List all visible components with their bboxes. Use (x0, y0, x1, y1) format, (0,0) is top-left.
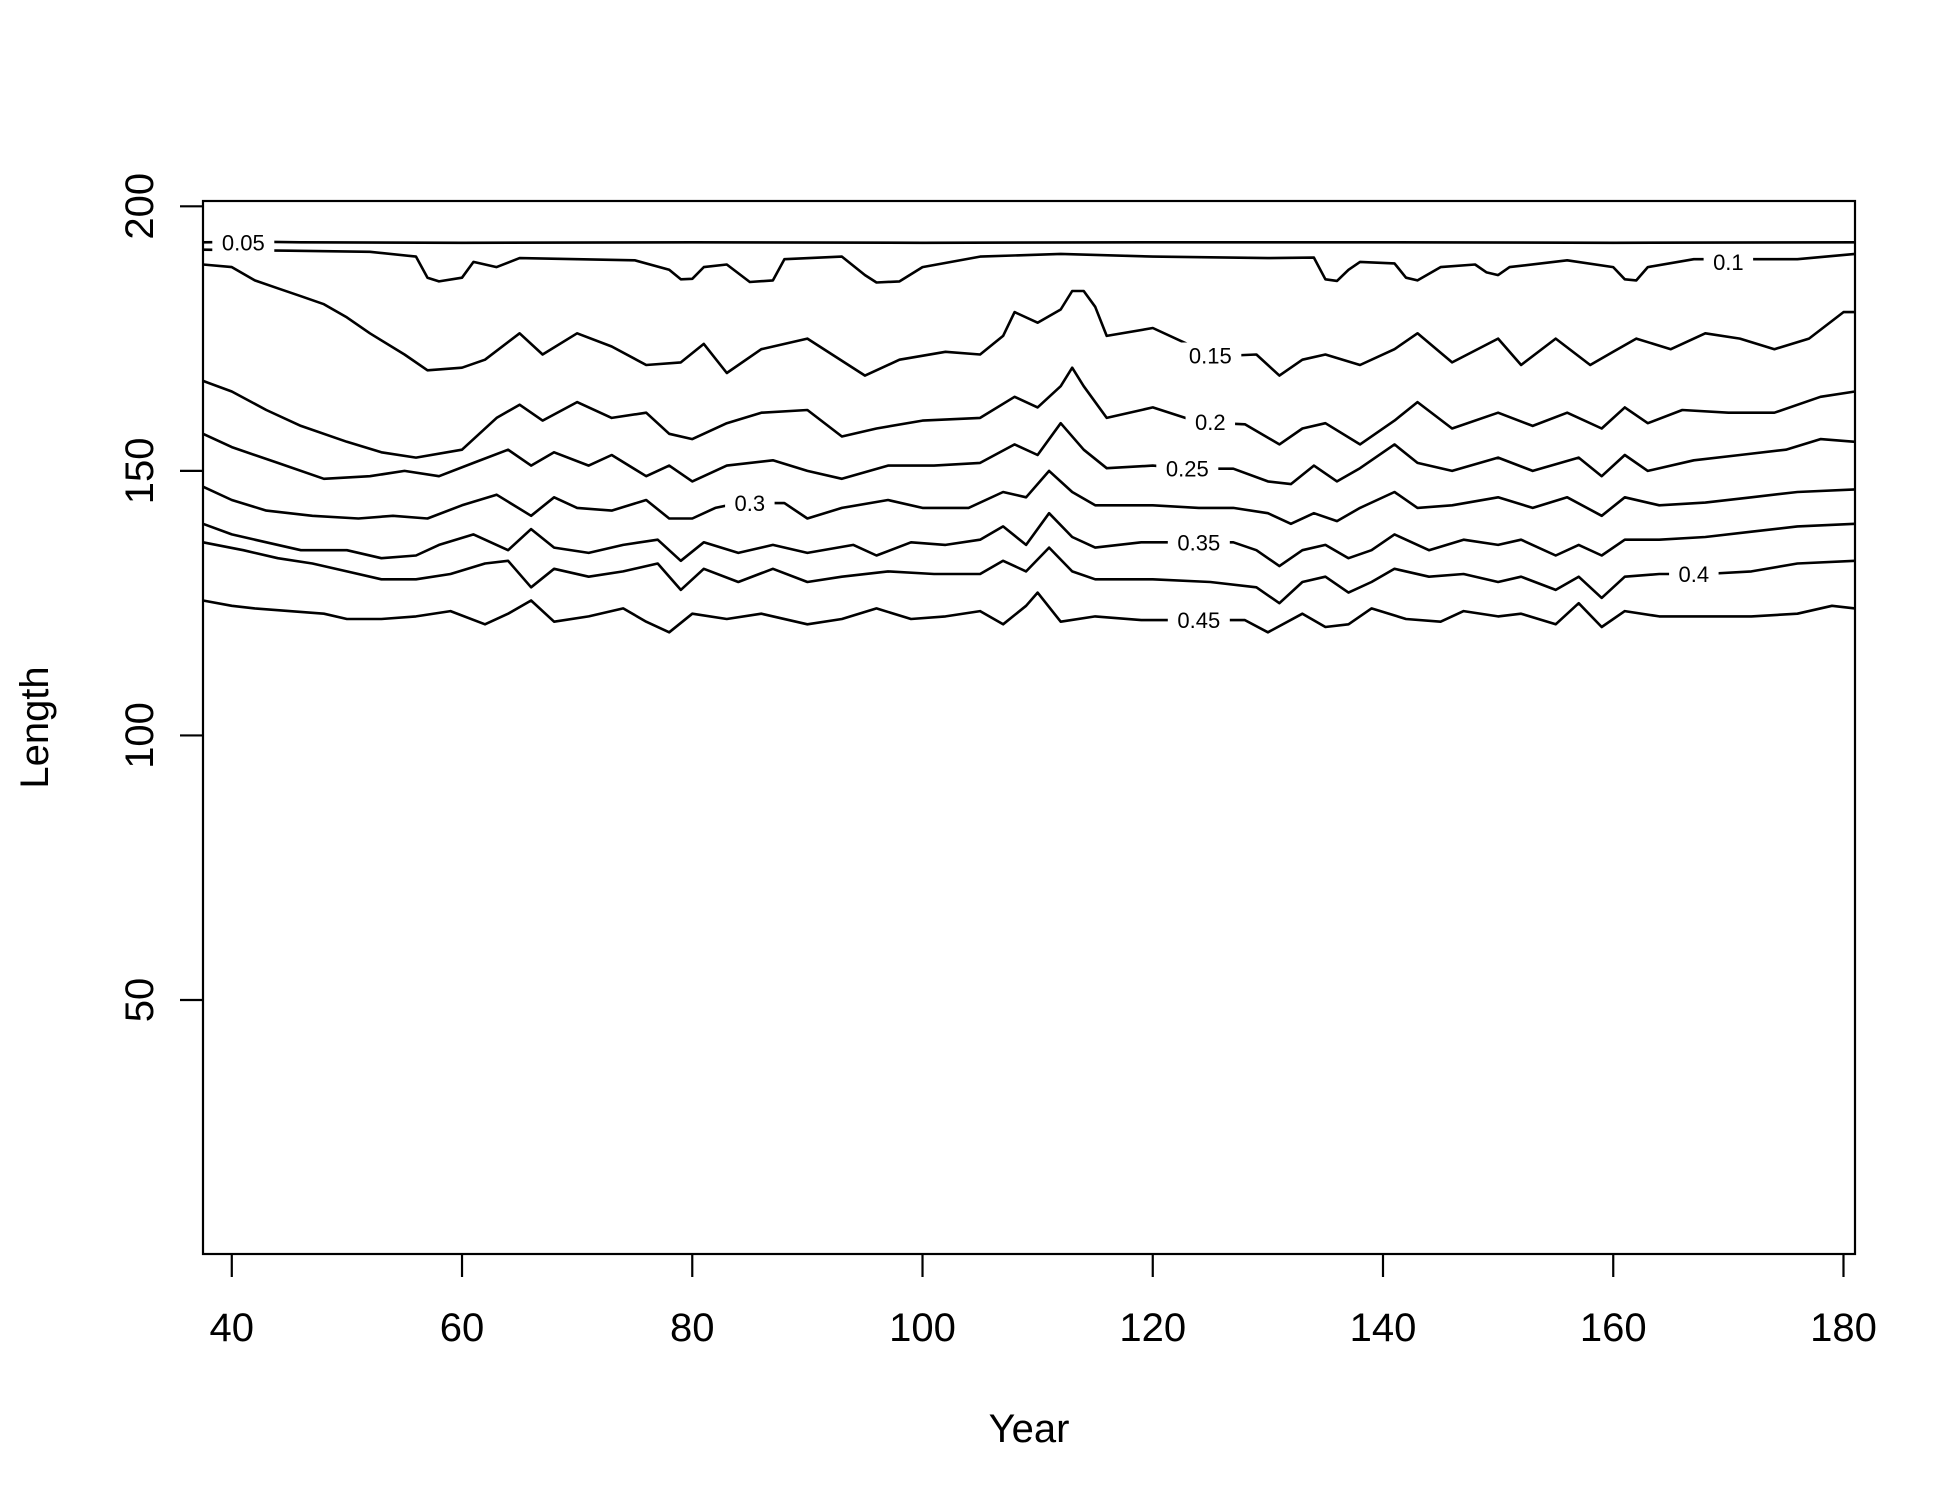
contour-label-0.4: 0.4 (1679, 562, 1710, 587)
contour-label-0.2: 0.2 (1195, 410, 1226, 435)
contour-label-0.35: 0.35 (1177, 530, 1220, 555)
contour-label-background-0.15 (1179, 342, 1242, 369)
contour-label-background-0.3 (725, 490, 775, 517)
contour-line-0.15 (202, 263, 1855, 377)
y-axis-title: Length (13, 666, 57, 788)
contour-label-0.05: 0.05 (222, 230, 265, 255)
x-axis: 40 60 80 100 120 140 160 180 (210, 1254, 1877, 1350)
contour-lines (202, 240, 1856, 634)
contour-line-0.4 (202, 541, 1856, 605)
contour-label-0.45: 0.45 (1177, 608, 1220, 633)
contour-label-0.25: 0.25 (1166, 457, 1209, 482)
contour-line-0.05 (202, 240, 1856, 245)
y-tick-label-150: 150 (118, 437, 162, 504)
y-tick-label-50: 50 (118, 978, 162, 1023)
contour-line-0.25 (202, 421, 1856, 486)
contour-line-0.35 (202, 511, 1856, 568)
contour-line-0.1 (202, 248, 1856, 284)
x-tick-label-60: 60 (440, 1306, 485, 1350)
plot-frame (201, 199, 1857, 1256)
y-tick-label-200: 200 (118, 173, 162, 240)
x-tick-label-160: 160 (1580, 1306, 1647, 1350)
x-tick-label-40: 40 (210, 1306, 255, 1350)
x-tick-label-180: 180 (1810, 1306, 1877, 1350)
contour-label-background-0.35 (1167, 529, 1230, 556)
x-axis-title: Year (989, 1407, 1070, 1451)
x-tick-label-140: 140 (1350, 1306, 1417, 1350)
contour-labels: 0.05 0.1 0.15 0.2 0.25 0.3 0.35 0.4 0.45 (212, 229, 1754, 634)
x-tick-label-100: 100 (889, 1306, 956, 1350)
x-tick-label-80: 80 (670, 1306, 715, 1350)
contour-label-0.1: 0.1 (1713, 250, 1744, 275)
contour-label-0.15: 0.15 (1189, 344, 1232, 369)
contour-line-0.45 (202, 591, 1856, 634)
contour-line-0.3 (202, 469, 1856, 526)
contour-label-background-0.25 (1156, 455, 1219, 482)
contour-label-background-0.45 (1167, 607, 1230, 634)
contour-label-background-0.4 (1669, 561, 1719, 588)
contour-line-0.2 (202, 366, 1856, 459)
y-axis: 50 100 150 200 (118, 173, 203, 1022)
x-tick-label-120: 120 (1119, 1306, 1186, 1350)
contour-label-background-0.05 (212, 229, 275, 256)
contour-label-background-0.1 (1703, 248, 1754, 275)
y-tick-label-100: 100 (118, 702, 162, 769)
contour-label-0.3: 0.3 (735, 491, 766, 516)
contour-label-background-0.2 (1185, 409, 1236, 436)
